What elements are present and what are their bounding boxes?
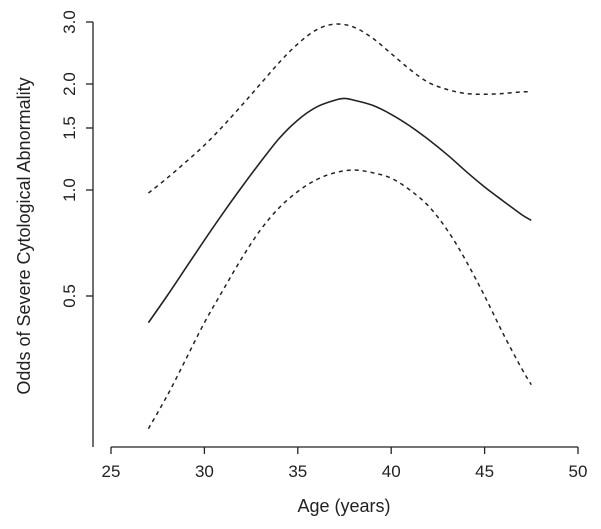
y-axis-ticks: 0.5 1.0 1.5 2.0 3.0 [60,10,93,308]
lower-bound-curve [147,169,532,430]
y-axis-title: Odds of Severe Cytological Abnormality [14,77,34,394]
x-axis-ticks: 25 30 35 40 45 50 [102,447,588,481]
y-tick-label: 3.0 [60,10,79,34]
x-tick-label: 45 [475,462,494,481]
x-tick-label: 35 [288,462,307,481]
plot-area [147,23,532,430]
x-axis-title: Age (years) [297,496,390,516]
x-tick-label: 40 [382,462,401,481]
upper-bound-curve [147,23,532,194]
y-tick-label: 0.5 [60,284,79,308]
x-tick-label: 50 [569,462,588,481]
y-tick-label: 1.0 [60,178,79,202]
x-tick-label: 25 [102,462,121,481]
y-tick-label: 2.0 [60,72,79,96]
estimate-curve [147,97,532,324]
x-tick-label: 30 [195,462,214,481]
y-tick-label: 1.5 [60,116,79,140]
